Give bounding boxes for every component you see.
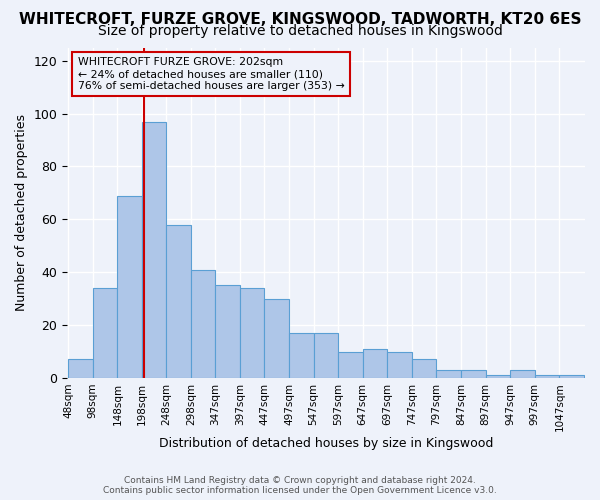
Bar: [240, 288, 265, 378]
Text: Contains HM Land Registry data © Crown copyright and database right 2024.
Contai: Contains HM Land Registry data © Crown c…: [103, 476, 497, 495]
Bar: [215, 286, 240, 378]
Bar: [68, 360, 93, 378]
Bar: [436, 370, 461, 378]
Bar: [559, 376, 584, 378]
Bar: [314, 333, 338, 378]
Text: WHITECROFT, FURZE GROVE, KINGSWOOD, TADWORTH, KT20 6ES: WHITECROFT, FURZE GROVE, KINGSWOOD, TADW…: [19, 12, 581, 26]
Y-axis label: Number of detached properties: Number of detached properties: [15, 114, 28, 311]
Text: WHITECROFT FURZE GROVE: 202sqm
← 24% of detached houses are smaller (110)
76% of: WHITECROFT FURZE GROVE: 202sqm ← 24% of …: [77, 58, 344, 90]
Bar: [142, 122, 166, 378]
Bar: [363, 349, 388, 378]
X-axis label: Distribution of detached houses by size in Kingswood: Distribution of detached houses by size …: [159, 437, 493, 450]
Bar: [388, 352, 412, 378]
Bar: [338, 352, 363, 378]
Bar: [461, 370, 485, 378]
Bar: [289, 333, 314, 378]
Bar: [510, 370, 535, 378]
Bar: [412, 360, 436, 378]
Bar: [265, 298, 289, 378]
Bar: [535, 376, 559, 378]
Bar: [93, 288, 118, 378]
Bar: [166, 224, 191, 378]
Bar: [191, 270, 215, 378]
Bar: [485, 376, 510, 378]
Text: Size of property relative to detached houses in Kingswood: Size of property relative to detached ho…: [98, 24, 502, 38]
Bar: [118, 196, 142, 378]
